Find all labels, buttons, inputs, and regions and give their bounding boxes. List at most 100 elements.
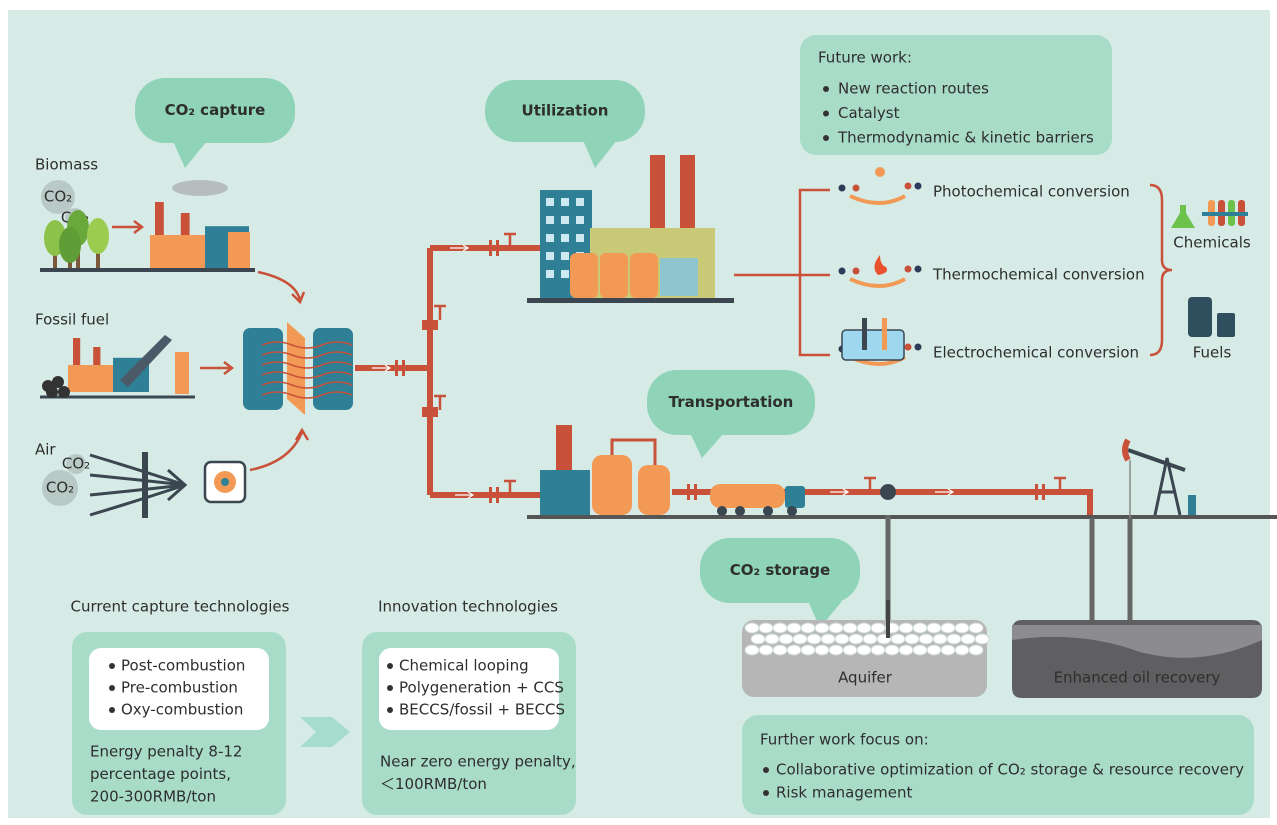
pebble xyxy=(759,623,773,633)
stage-label: Utilization xyxy=(522,102,609,120)
pipe-joint xyxy=(496,240,499,256)
pebble xyxy=(857,623,871,633)
pebble xyxy=(779,634,793,644)
pebble xyxy=(941,645,955,655)
smoke xyxy=(172,180,228,196)
pebble xyxy=(927,623,941,633)
list-item: Collaborative optimization of CO₂ storag… xyxy=(776,761,1244,779)
pebble xyxy=(745,645,759,655)
pebble xyxy=(801,623,815,633)
wheel xyxy=(787,506,797,516)
window xyxy=(546,198,554,206)
wheel xyxy=(763,506,773,516)
product-label: Chemicals xyxy=(1173,234,1251,252)
list-item: Chemical looping xyxy=(399,657,529,675)
bullet xyxy=(823,86,829,92)
coal xyxy=(58,386,70,398)
window xyxy=(576,234,584,242)
pebble xyxy=(975,634,989,644)
electrode xyxy=(862,318,867,350)
badge-label: CO₂ xyxy=(62,455,90,473)
pebble xyxy=(871,645,885,655)
bullet xyxy=(763,790,769,796)
bullet xyxy=(109,685,115,691)
fan-hub xyxy=(221,478,229,486)
pebble xyxy=(843,645,857,655)
pipe-joint xyxy=(422,407,438,417)
molecule xyxy=(915,344,922,351)
bullet xyxy=(823,111,829,117)
absorber xyxy=(313,328,353,410)
tank xyxy=(630,253,658,298)
conversion-label: Thermochemical conversion xyxy=(932,266,1145,284)
coal xyxy=(52,376,64,388)
pipe-joint xyxy=(1042,484,1045,500)
ground xyxy=(527,298,734,303)
sun xyxy=(875,167,885,177)
absorber xyxy=(243,328,283,410)
window xyxy=(561,198,569,206)
window xyxy=(546,216,554,224)
list-item: Risk management xyxy=(776,784,912,802)
wheel xyxy=(717,506,727,516)
pump-base xyxy=(1188,495,1196,515)
tube-rack xyxy=(1202,212,1248,216)
pebble xyxy=(829,645,843,655)
truck-cab xyxy=(785,486,805,508)
box-title: Future work: xyxy=(818,49,912,67)
window xyxy=(561,234,569,242)
tank xyxy=(592,455,632,515)
pipe-joint xyxy=(489,240,492,256)
pebble xyxy=(857,645,871,655)
source-label: Air xyxy=(35,441,56,459)
storage-label: Aquifer xyxy=(838,669,893,687)
source-label: Biomass xyxy=(35,156,98,174)
panel-note: percentage points, xyxy=(90,765,231,783)
panel-note: Near zero energy penalty, xyxy=(380,753,576,771)
bullet xyxy=(823,135,829,141)
valve-ball xyxy=(880,484,896,500)
window xyxy=(546,270,554,278)
molecule xyxy=(839,268,846,275)
tree xyxy=(59,227,81,263)
pebble xyxy=(919,634,933,644)
window xyxy=(561,270,569,278)
pebble xyxy=(899,623,913,633)
diagram: CO₂ captureUtilizationTransportationCO₂ … xyxy=(0,0,1277,825)
list-item: Post-combustion xyxy=(121,657,245,675)
tank xyxy=(600,253,628,298)
coal xyxy=(46,386,58,398)
pebble xyxy=(955,623,969,633)
pebble xyxy=(885,645,899,655)
chimney xyxy=(650,155,665,230)
pebble xyxy=(787,623,801,633)
list-item: Pre-combustion xyxy=(121,679,238,697)
badge-label: CO₂ xyxy=(46,479,74,497)
panel-title: Innovation technologies xyxy=(378,598,558,616)
plant-building xyxy=(540,470,590,515)
list-item: Polygeneration + CCS xyxy=(399,679,564,697)
pipe-joint xyxy=(422,320,438,330)
pebble xyxy=(899,645,913,655)
pebble xyxy=(773,645,787,655)
panel-note: 200-300RMB/ton xyxy=(90,788,216,806)
window xyxy=(576,216,584,224)
pebble xyxy=(933,634,947,644)
molecule xyxy=(839,185,846,192)
panel-note: ＜100RMB/ton xyxy=(380,775,487,793)
pebble xyxy=(773,623,787,633)
list-item: Oxy-combustion xyxy=(121,701,243,719)
window xyxy=(561,252,569,260)
pebble xyxy=(849,634,863,644)
pebble xyxy=(969,645,983,655)
pebble xyxy=(941,623,955,633)
pebble xyxy=(815,645,829,655)
panel-note: Energy penalty 8-12 xyxy=(90,743,242,761)
membrane xyxy=(287,322,305,415)
conversion-label: Photochemical conversion xyxy=(933,183,1130,201)
bullet xyxy=(109,663,115,669)
box-title: Further work focus on: xyxy=(760,731,929,749)
molecule xyxy=(905,183,912,190)
electrode xyxy=(882,318,887,350)
pump-head xyxy=(1125,440,1128,460)
